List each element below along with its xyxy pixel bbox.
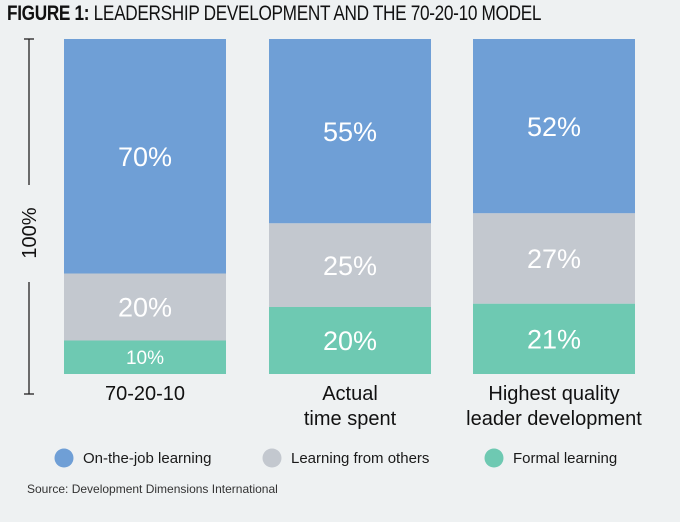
legend-swatch-formal: [484, 448, 504, 468]
data-label-formal-3: 21%: [527, 325, 581, 355]
data-label-on-the-job-3: 52%: [527, 112, 581, 142]
bar-segment-from-others-1: [64, 273, 226, 341]
category-label-3-line-2: leader development: [466, 408, 642, 430]
legend-swatch-from-others: [262, 448, 282, 468]
legend-label-on-the-job: On-the-job learning: [83, 450, 211, 467]
bar-segment-formal-3: [473, 303, 635, 374]
category-label-1-line-1: 70-20-10: [105, 383, 185, 405]
chart-title-text: LEADERSHIP DEVELOPMENT AND THE 70-20-10 …: [93, 2, 542, 25]
source-note: Source: Development Dimensions Internati…: [27, 482, 278, 496]
chart-title: FIGURE 1: LEADERSHIP DEVELOPMENT AND THE…: [7, 2, 541, 26]
data-label-on-the-job-1: 70%: [118, 142, 172, 172]
data-label-from-others-2: 25%: [323, 251, 377, 281]
figure-number: FIGURE 1:: [7, 2, 90, 25]
bar-segment-from-others-2: [269, 223, 431, 307]
data-label-formal-1: 10%: [126, 348, 164, 369]
bar-segment-formal-2: [269, 307, 431, 374]
category-label-2-line-1: Actual: [322, 383, 378, 405]
data-label-formal-2: 20%: [323, 326, 377, 356]
legend-swatch-on-the-job: [54, 448, 74, 468]
bar-segment-on-the-job-3: [473, 39, 635, 214]
y-axis-label: 100%: [19, 207, 41, 258]
bar-segment-on-the-job-1: [64, 39, 226, 274]
bar-segment-formal-1: [64, 340, 226, 374]
bar-segment-on-the-job-2: [269, 39, 431, 224]
data-label-from-others-3: 27%: [527, 244, 581, 274]
data-label-from-others-1: 20%: [118, 293, 172, 323]
legend-label-formal: Formal learning: [513, 450, 617, 467]
category-label-2-line-2: time spent: [304, 408, 397, 430]
legend-label-from-others: Learning from others: [291, 450, 429, 467]
stacked-bar-chart: 100% 10% 20% 70% 70-20-10 20% 25% 55% Actual time…: [19, 38, 642, 468]
bar-segment-from-others-3: [473, 213, 635, 304]
category-label-3-line-1: Highest quality: [488, 383, 619, 405]
data-label-on-the-job-2: 55%: [323, 117, 377, 147]
